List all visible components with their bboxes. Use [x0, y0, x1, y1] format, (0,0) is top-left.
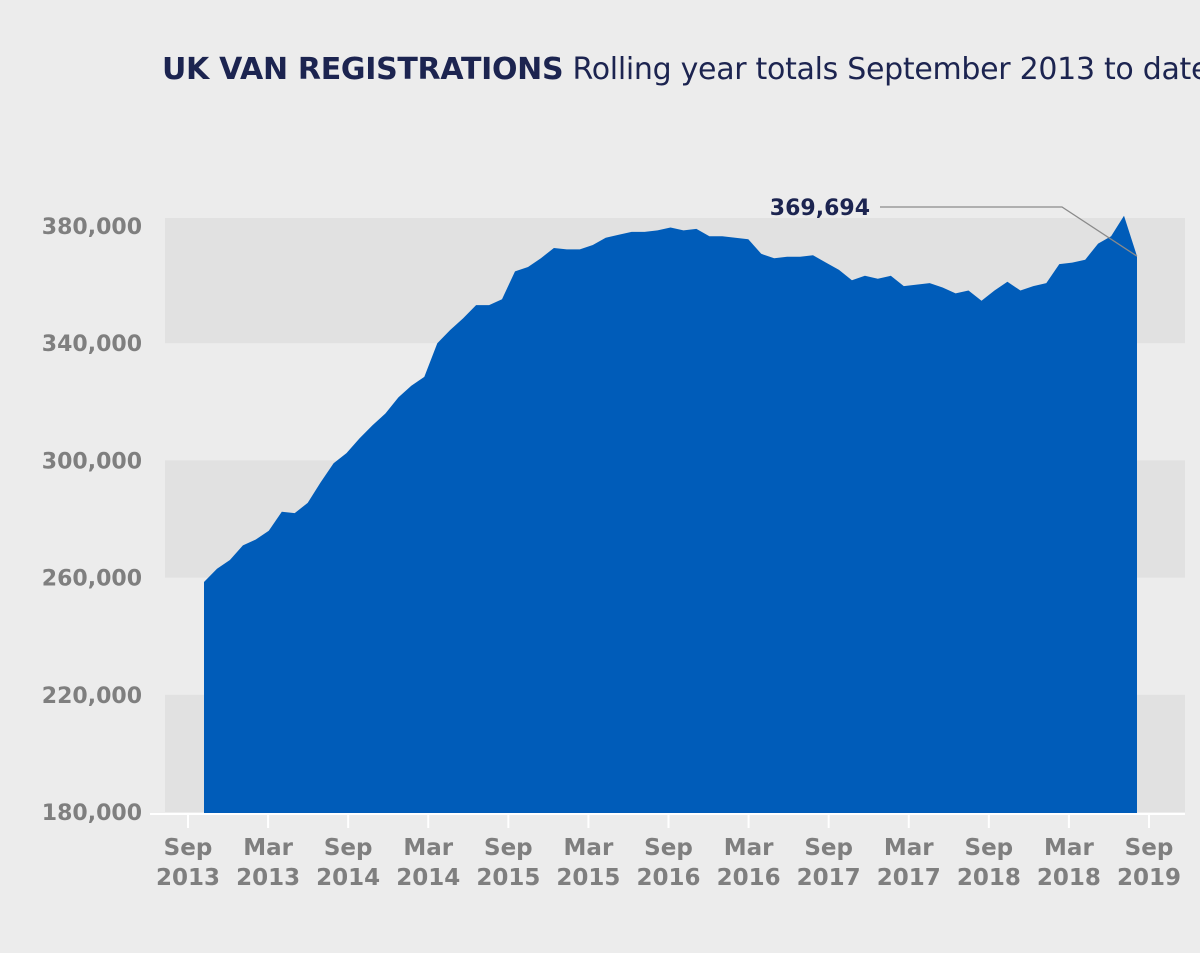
chart-title: UK VAN REGISTRATIONS Rolling year totals… — [162, 52, 1200, 87]
callout-label: 369,694 — [770, 196, 870, 221]
x-tick-label-year: 2019 — [1117, 865, 1181, 891]
x-tick-label-year: 2013 — [236, 865, 300, 891]
x-tick-label-month: Mar — [724, 835, 774, 861]
x-tick-label-month: Sep — [1125, 835, 1174, 861]
y-tick-label: 380,000 — [42, 215, 142, 240]
x-tick-label-year: 2017 — [877, 865, 941, 891]
x-tick-label-year: 2016 — [636, 865, 700, 891]
x-tick-label-month: Mar — [243, 835, 293, 861]
y-axis: 180,000 220,000 260,000 300,000 340,000 380,0… — [42, 215, 142, 826]
x-tick-label-month: Sep — [804, 835, 853, 861]
x-tick-label-year: 2017 — [797, 865, 861, 891]
chart-title-bold: UK VAN REGISTRATIONS — [162, 52, 564, 87]
x-tick-label-year: 2018 — [957, 865, 1021, 891]
callout-layer: 369,694 — [770, 196, 1138, 257]
area-series — [204, 215, 1137, 814]
x-tick-label-month: Mar — [1044, 835, 1094, 861]
x-axis: Sep 2013 Mar 2013 Sep 2014 Mar 2014 Sep 2015 Mar 20… — [150, 813, 1185, 891]
x-tick-label-year: 2016 — [717, 865, 781, 891]
x-tick-label-month: Sep — [324, 835, 373, 861]
x-tick-label-year: 2014 — [396, 865, 460, 891]
area-layer — [204, 215, 1137, 814]
x-tick-label-month: Sep — [965, 835, 1014, 861]
x-tick-label-year: 2018 — [1037, 865, 1101, 891]
x-tick-label-month: Mar — [884, 835, 934, 861]
y-tick-label: 300,000 — [42, 449, 142, 474]
x-tick-label-month: Sep — [484, 835, 533, 861]
y-tick-label: 260,000 — [42, 567, 142, 592]
y-tick-label: 340,000 — [42, 332, 142, 357]
x-tick-label-year: 2013 — [156, 865, 220, 891]
x-tick-label-year: 2015 — [556, 865, 620, 891]
y-tick-label: 220,000 — [42, 684, 142, 709]
x-tick-label-year: 2015 — [476, 865, 540, 891]
x-tick-label-month: Sep — [164, 835, 213, 861]
x-tick-label-month: Mar — [403, 835, 453, 861]
chart-subtitle: Rolling year totals September 2013 to da… — [572, 52, 1200, 87]
y-tick-label: 180,000 — [42, 801, 142, 826]
callout-leader-line — [880, 206, 1138, 257]
x-tick-label-year: 2014 — [316, 865, 380, 891]
x-tick-label-month: Sep — [644, 835, 693, 861]
x-tick-label-month: Mar — [564, 835, 614, 861]
